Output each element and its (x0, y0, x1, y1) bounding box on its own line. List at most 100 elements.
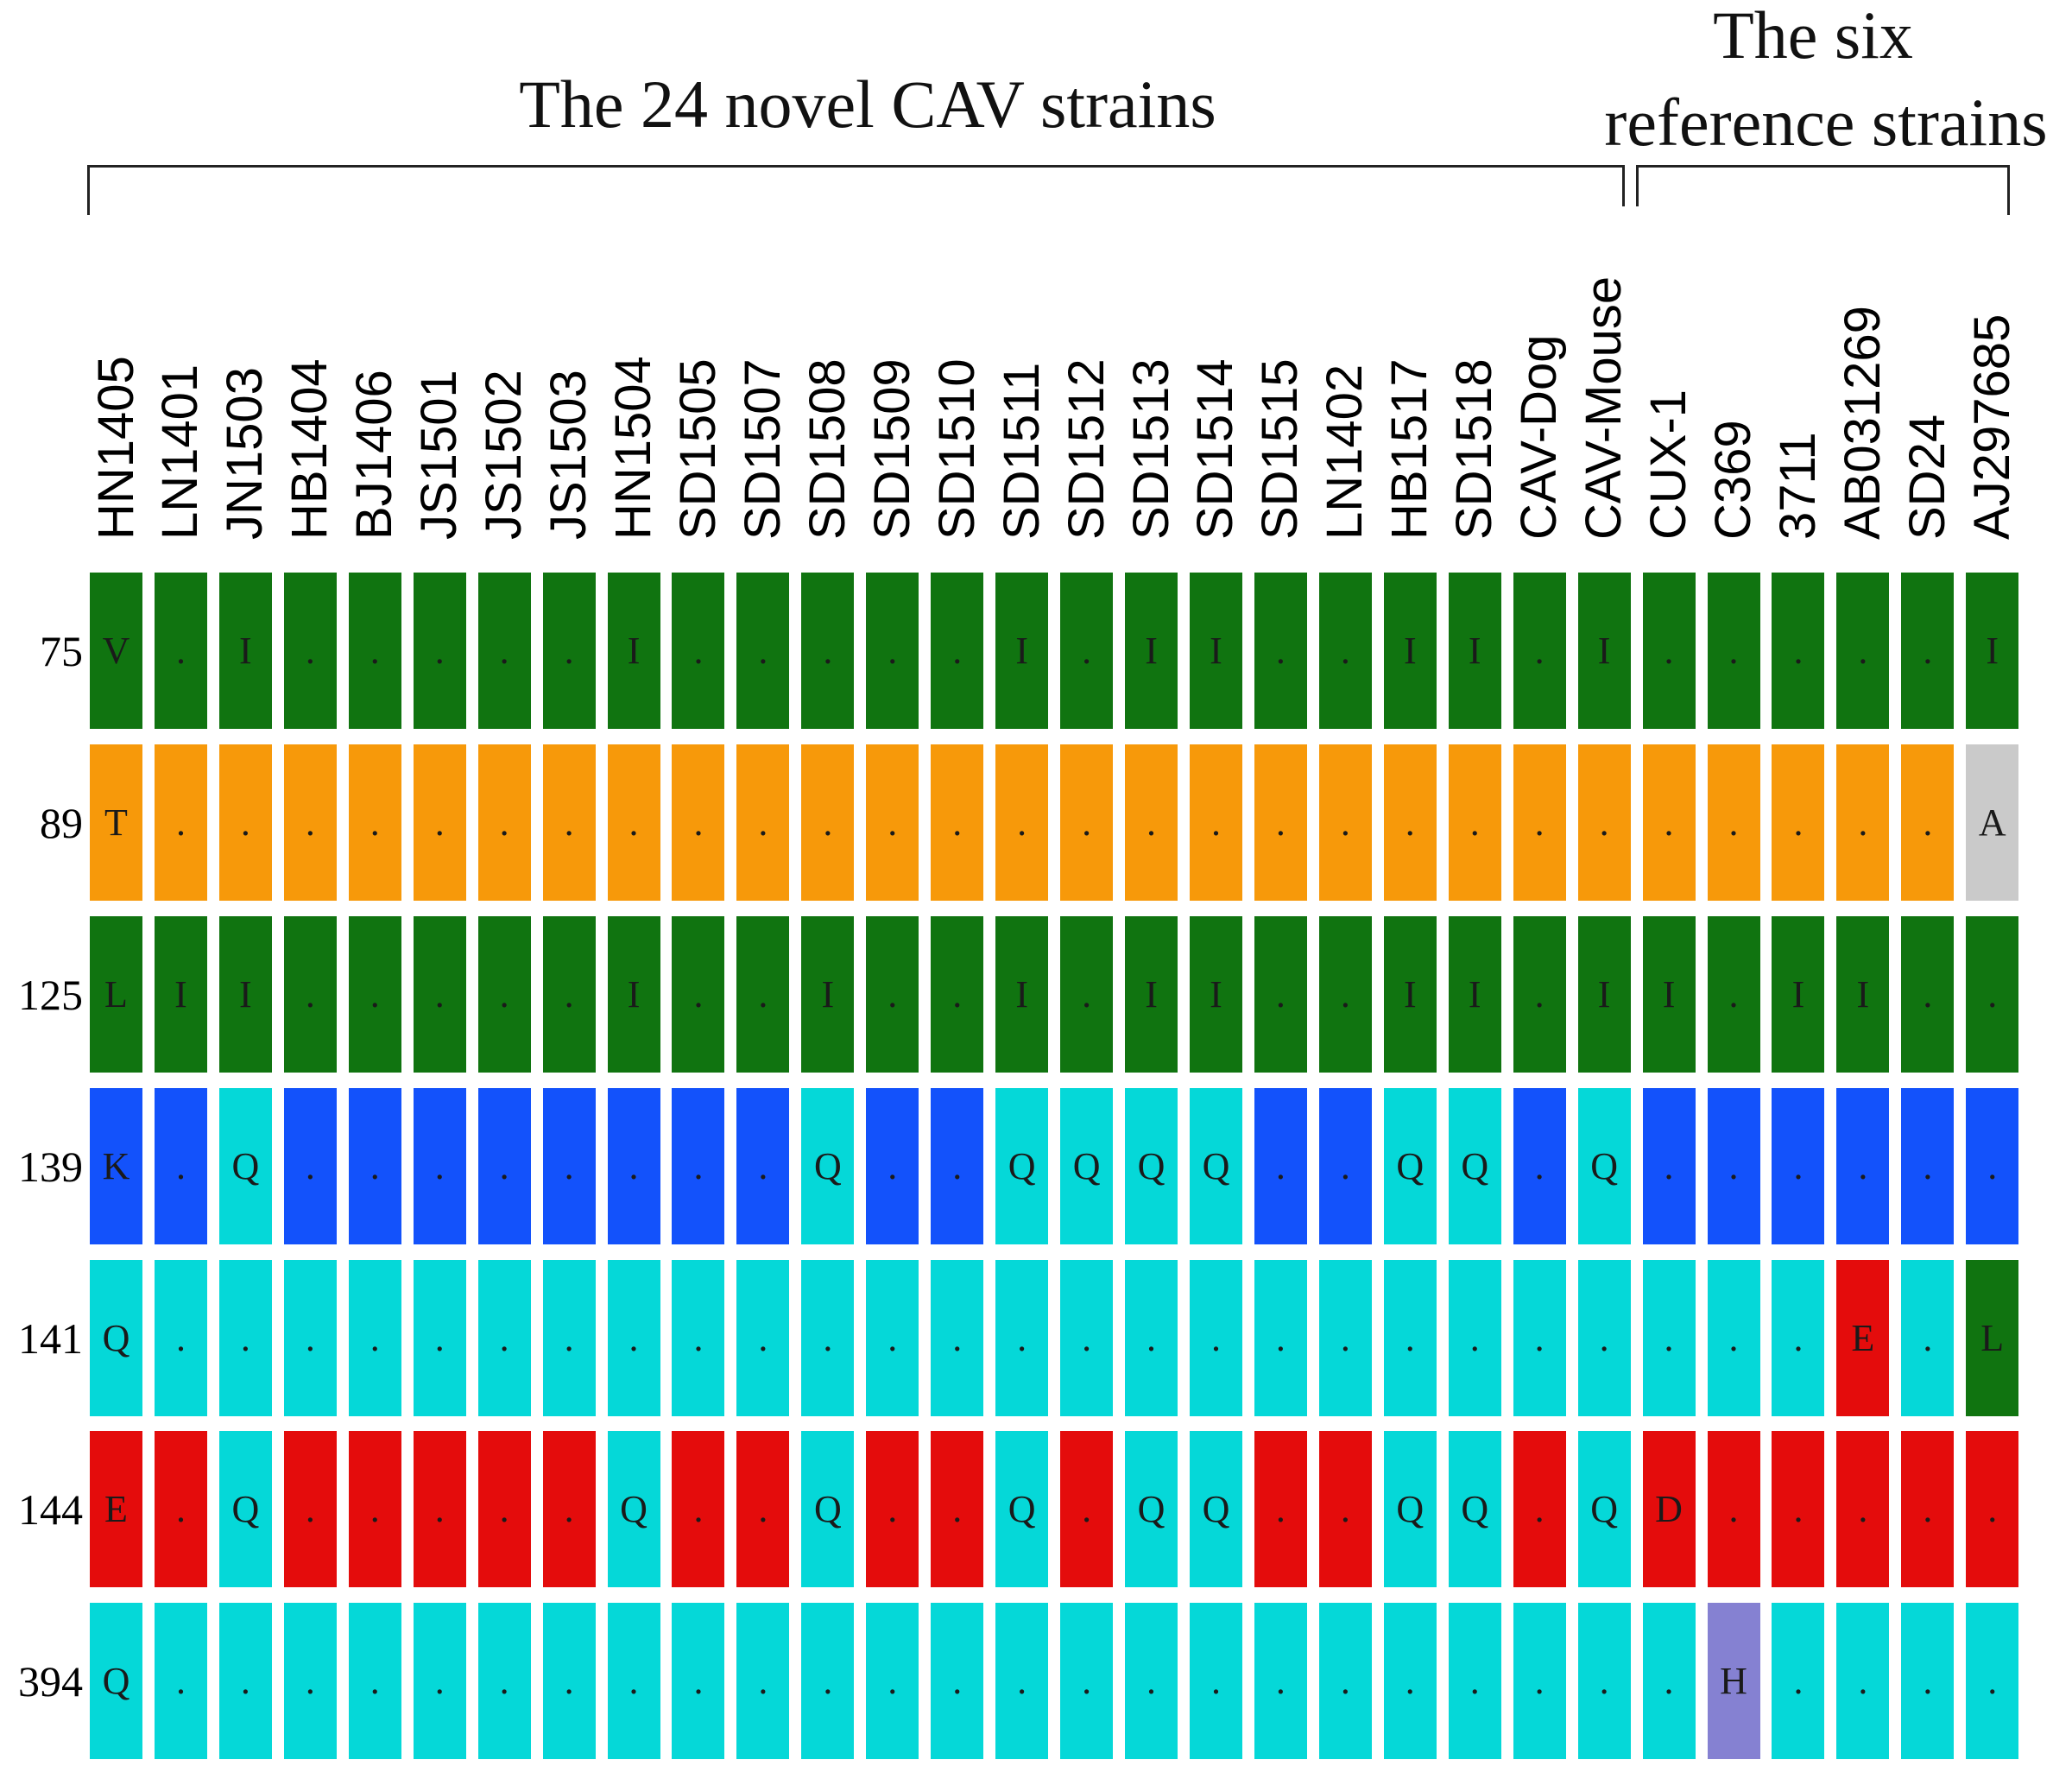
residue-cell: . (1901, 573, 1955, 729)
residue-cell: . (1318, 916, 1372, 1073)
residue-cell: . (1772, 744, 1825, 901)
residue-cell: Q (1577, 1088, 1631, 1244)
residue-cell: . (1254, 573, 1307, 729)
strain-label: AB031269 (1834, 306, 1891, 540)
strain-label: SD1511 (993, 362, 1050, 540)
residue-cell: Q (995, 1431, 1049, 1587)
residue-cell: . (1836, 744, 1890, 901)
residue-cell: . (413, 1431, 466, 1587)
residue-cell: . (1254, 744, 1307, 901)
strain-label: SD1507 (734, 358, 791, 540)
residue-cell: L (90, 916, 142, 1073)
residue-cell: . (1448, 1603, 1501, 1759)
residue-cell: . (542, 1603, 596, 1759)
residue-cell: . (672, 1088, 725, 1244)
residue-cell: . (413, 1603, 466, 1759)
position-label: 75 (40, 626, 83, 675)
residue-cell: Q (1189, 1431, 1242, 1587)
residue-cell: I (1772, 916, 1825, 1073)
strain-label: CUX-1 (1640, 389, 1697, 540)
residue-cell: K (90, 1088, 142, 1244)
residue-cell: . (542, 1431, 596, 1587)
residue-cell: . (1707, 573, 1760, 729)
residue-cell: I (1125, 573, 1178, 729)
residue-cell: . (1901, 916, 1955, 1073)
residue-cell: . (1383, 1260, 1437, 1416)
residue-cell: . (1513, 1431, 1566, 1587)
novel-strains-bracket-right (1622, 165, 1625, 206)
residue-cell: . (477, 1431, 531, 1587)
residue-cell: . (1642, 744, 1696, 901)
residue-cell: . (866, 744, 919, 901)
residue-cell: I (1577, 573, 1631, 729)
residue-cell: . (931, 916, 984, 1073)
residue-cell: . (542, 744, 596, 901)
residue-cell: . (1966, 1603, 2019, 1759)
residue-cell: I (1125, 916, 1178, 1073)
residue-cell: . (1125, 1260, 1178, 1416)
residue-cell: I (1189, 573, 1242, 729)
residue-cell: . (348, 573, 401, 729)
residue-cell: . (1707, 916, 1760, 1073)
residue-cell: . (1060, 1603, 1114, 1759)
residue-cell: . (154, 1088, 207, 1244)
reference-strains-title-line1: The six (1713, 0, 1913, 73)
residue-cell: . (1060, 744, 1114, 901)
strain-label: BJ1406 (346, 370, 403, 540)
residue-cell: I (1836, 916, 1890, 1073)
residue-cell: . (283, 1603, 337, 1759)
position-label: 394 (18, 1656, 83, 1706)
residue-cell: V (90, 573, 142, 729)
residue-cell: . (1060, 1260, 1114, 1416)
strain-label: HB1404 (281, 358, 338, 540)
residue-cell: Q (801, 1431, 855, 1587)
residue-cell: Q (801, 1088, 855, 1244)
novel-strains-bracket-left (87, 165, 90, 215)
residue-cell: . (995, 1260, 1049, 1416)
residue-cell: I (1448, 573, 1501, 729)
residue-cell: . (1189, 1603, 1242, 1759)
residue-cell: . (801, 1260, 855, 1416)
residue-cell: . (413, 1260, 466, 1416)
residue-cell: . (1060, 573, 1114, 729)
residue-cell: . (1707, 1431, 1760, 1587)
residue-cell: . (542, 916, 596, 1073)
residue-cell: . (995, 744, 1049, 901)
position-label: 139 (18, 1142, 83, 1191)
strain-label: 3711 (1769, 432, 1826, 540)
residue-cell: Q (1448, 1088, 1501, 1244)
residue-cell: . (801, 1603, 855, 1759)
reference-strains-title-line2: reference strains (1604, 85, 2048, 160)
position-label: 89 (40, 798, 83, 847)
residue-cell: . (1254, 1431, 1307, 1587)
residue-cell: . (672, 573, 725, 729)
residue-cell: . (1577, 744, 1631, 901)
residue-cell: . (1901, 1603, 1955, 1759)
residue-cell: . (1966, 1088, 2019, 1244)
residue-cell: . (1966, 916, 2019, 1073)
residue-cell: Q (90, 1603, 142, 1759)
residue-cell: . (477, 916, 531, 1073)
residue-cell: . (413, 573, 466, 729)
residue-cell: . (1318, 1431, 1372, 1587)
residue-cell: . (607, 1603, 660, 1759)
residue-cell: . (931, 1088, 984, 1244)
residue-cell: . (542, 1260, 596, 1416)
residue-cell: . (866, 1603, 919, 1759)
residue-cell: I (1383, 916, 1437, 1073)
residue-cell: . (1060, 916, 1114, 1073)
residue-cell: . (801, 573, 855, 729)
residue-cell: . (1448, 1260, 1501, 1416)
residue-cell: . (866, 1088, 919, 1244)
strain-label: SD1515 (1252, 358, 1309, 540)
residue-cell: . (866, 1431, 919, 1587)
strain-label: JN1503 (217, 367, 274, 540)
residue-cell: . (283, 744, 337, 901)
residue-cell: I (995, 573, 1049, 729)
residue-cell: . (931, 1431, 984, 1587)
residue-cell: . (1513, 1603, 1566, 1759)
residue-cell: . (1707, 1088, 1760, 1244)
residue-cell: . (995, 1603, 1049, 1759)
residue-cell: . (1318, 1088, 1372, 1244)
residue-cell: . (866, 1260, 919, 1416)
